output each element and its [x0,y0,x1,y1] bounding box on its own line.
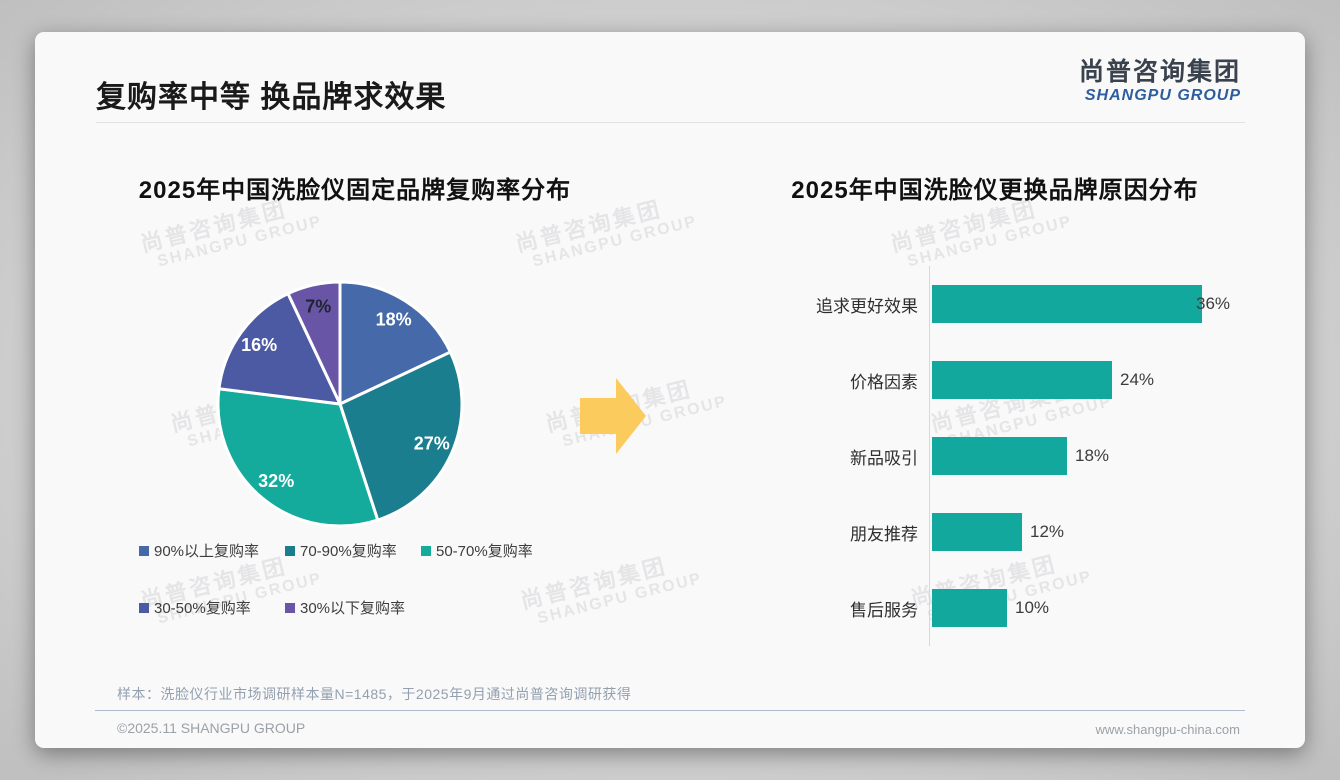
bar-category-label: 追求更好效果 [816,296,918,316]
legend-item: 30-50%复购率 [139,597,285,618]
header-divider [96,122,1245,123]
bar-chart: 追求更好效果 36% 价格因素 24% 新品吸引 18% 朋友推荐 12% 售后服务 10% [775,266,1300,646]
legend-marker [285,602,295,613]
legend-label: 50-70%复购率 [436,543,533,560]
pie-chart-container: 18% 27% 32% 16% 7% [200,264,480,544]
bar-fill [932,589,1007,627]
legend-item: 70-90%复购率 [285,540,421,561]
watermark-en: SHANGPU GROUP [155,212,324,271]
footer-divider [95,710,1245,711]
bar-row: 售后服务 10% [775,570,1300,646]
pie-slice-label: 27% [414,434,450,454]
bar-chart-rows: 追求更好效果 36% 价格因素 24% 新品吸引 18% 朋友推荐 12% 售后服务 10% [775,266,1300,646]
legend-marker [139,602,149,613]
bar-category-label: 售后服务 [850,600,918,620]
legend-marker [421,545,431,556]
pie-slice-3 [217,292,342,406]
bar-fill [932,513,1022,551]
bar-value-label: 10% [1015,598,1050,617]
pie-chart-title: 2025年中国洗脸仪固定品牌复购率分布 [138,177,572,204]
legend-item: 30%以下复购率 [285,597,421,618]
watermark-en: SHANGPU GROUP [535,569,704,628]
bar-row: 追求更好效果 36% [775,266,1300,342]
arrow-right-icon [580,378,646,459]
bar-category-label: 新品吸引 [850,448,918,468]
pie-slice-4 [286,280,342,406]
bar-fill [932,285,1202,323]
slide-card: 尚普咨询集团 SHANGPU GROUP 尚普咨询集团 SHANGPU GROUP 尚普… [35,32,1305,748]
footer-website: www.shangpu-china.com [1095,722,1240,737]
legend-label: 90%以上复购率 [154,543,260,560]
pie-slice-label: 18% [376,310,412,330]
legend-marker [285,545,295,556]
legend-item: 90%以上复购率 [139,540,285,561]
legend-marker [139,545,149,556]
bar-row: 价格因素 24% [775,342,1300,418]
pie-slice-2 [216,387,380,528]
legend-label: 70-90%复购率 [300,543,397,560]
watermark-cn: 尚普咨询集团 [518,553,670,614]
bar-value-label: 36% [1196,294,1231,313]
footer-copyright: ©2025.11 SHANGPU GROUP [117,720,306,736]
pie-slice-0 [338,280,452,406]
pie-slice-label: 7% [305,296,331,316]
pie-slice-label: 32% [258,471,294,491]
bar-category-label: 朋友推荐 [850,524,918,544]
logo-text-en: SHANGPU GROUP [1084,86,1241,104]
bar-fill [932,437,1067,475]
legend-item: 50-70%复购率 [421,540,533,561]
bar-value-label: 18% [1075,446,1110,465]
bar-track: 10% [929,570,1300,646]
bar-value-label: 24% [1120,370,1155,389]
bar-track: 12% [929,494,1300,570]
pie-legend: 90%以上复购率 70-90%复购率 50-70%复购率 30-50%复购率 30%以下… [139,540,533,618]
pie-slice-label: 16% [241,335,277,355]
company-logo: 尚普咨询集团 SHANGPU GROUP [1079,58,1241,105]
page-title: 复购率中等 换品牌求效果 [96,81,447,114]
bar-category-label: 价格因素 [850,372,918,392]
bar-value-label: 12% [1030,522,1065,541]
logo-text-cn: 尚普咨询集团 [1078,58,1241,86]
bar-chart-title: 2025年中国洗脸仪更换品牌原因分布 [791,177,1199,204]
bar-track: 18% [929,418,1300,494]
sample-footnote: 样本：洗脸仪行业市场调研样本量N=1485，于2025年9月通过尚普咨询调研获得 [117,686,632,702]
bar-track: 24% [929,342,1300,418]
bar-row: 朋友推荐 12% [775,494,1300,570]
bar-row: 新品吸引 18% [775,418,1300,494]
pie-chart: 18% 27% 32% 16% 7% [216,280,464,528]
legend-label: 30%以下复购率 [300,600,406,617]
legend-label: 30-50%复购率 [154,600,251,617]
bar-fill [932,361,1112,399]
bar-track: 36% [929,266,1300,342]
pie-slice-1 [338,350,464,522]
watermark-en: SHANGPU GROUP [530,212,699,271]
watermark-en: SHANGPU GROUP [905,212,1074,271]
